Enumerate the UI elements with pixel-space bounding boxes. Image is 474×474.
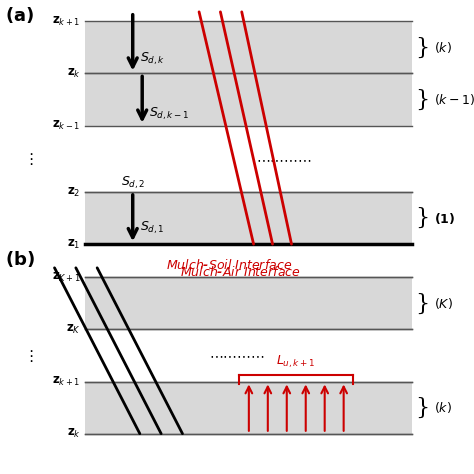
Text: $\mathbf{z}_{k}$: $\mathbf{z}_{k}$	[66, 67, 81, 80]
Text: $\mathbf{z}_{1}$: $\mathbf{z}_{1}$	[67, 237, 81, 251]
Text: $(k)$: $(k)$	[434, 400, 452, 415]
Text: }: }	[415, 36, 429, 58]
Text: $\mathbf{z}_{K+1}$: $\mathbf{z}_{K+1}$	[52, 271, 81, 284]
Text: $(k)$: $(k)$	[434, 40, 452, 55]
Text: $\it{Mulch}$-$\it{Air\ Interface}$: $\it{Mulch}$-$\it{Air\ Interface}$	[180, 265, 301, 280]
Text: $\mathbf{(1)}$: $\mathbf{(1)}$	[434, 210, 455, 226]
Bar	[85, 382, 412, 434]
Text: }: }	[415, 397, 429, 419]
Bar	[85, 192, 412, 244]
Text: $S_{d,1}$: $S_{d,1}$	[140, 219, 164, 236]
Text: $\mathbf{z}_{k}$: $\mathbf{z}_{k}$	[66, 427, 81, 440]
Text: $\mathbf{(b)}$: $\mathbf{(b)}$	[5, 249, 35, 269]
Text: $\vdots$: $\vdots$	[23, 347, 34, 364]
Bar	[85, 277, 412, 329]
Bar	[85, 21, 412, 73]
Text: $S_{d,2}$: $S_{d,2}$	[121, 174, 146, 191]
Text: }: }	[415, 89, 429, 110]
Text: $\cdots\cdots\cdots\cdots$: $\cdots\cdots\cdots\cdots$	[209, 348, 265, 363]
Text: }: }	[415, 292, 429, 314]
Text: $L_{u,k+1}$: $L_{u,k+1}$	[276, 353, 316, 370]
Text: $\mathbf{z}_{2}$: $\mathbf{z}_{2}$	[67, 185, 81, 199]
Text: $\mathbf{z}_{k+1}$: $\mathbf{z}_{k+1}$	[52, 375, 81, 388]
Text: $(K)$: $(K)$	[434, 296, 453, 311]
Text: }: }	[415, 207, 429, 229]
Text: $\mathbf{z}_{k-1}$: $\mathbf{z}_{k-1}$	[52, 119, 81, 132]
Text: $\cdots\cdots\cdots\cdots$: $\cdots\cdots\cdots\cdots$	[256, 152, 312, 166]
Text: $\mathbf{z}_{K}$: $\mathbf{z}_{K}$	[66, 323, 81, 336]
Text: $\mathbf{z}_{k+1}$: $\mathbf{z}_{k+1}$	[52, 15, 81, 28]
Text: $\vdots$: $\vdots$	[23, 151, 34, 167]
Text: $\mathbf{(a)}$: $\mathbf{(a)}$	[5, 5, 34, 25]
Text: $S_{d,k-1}$: $S_{d,k-1}$	[149, 106, 190, 122]
Bar	[85, 73, 412, 126]
Text: $\it{Mulch}$-$\it{Soil\ Interface}$: $\it{Mulch}$-$\it{Soil\ Interface}$	[166, 258, 292, 273]
Text: $(k-1)$: $(k-1)$	[434, 92, 474, 107]
Text: $S_{d,k}$: $S_{d,k}$	[140, 51, 165, 67]
